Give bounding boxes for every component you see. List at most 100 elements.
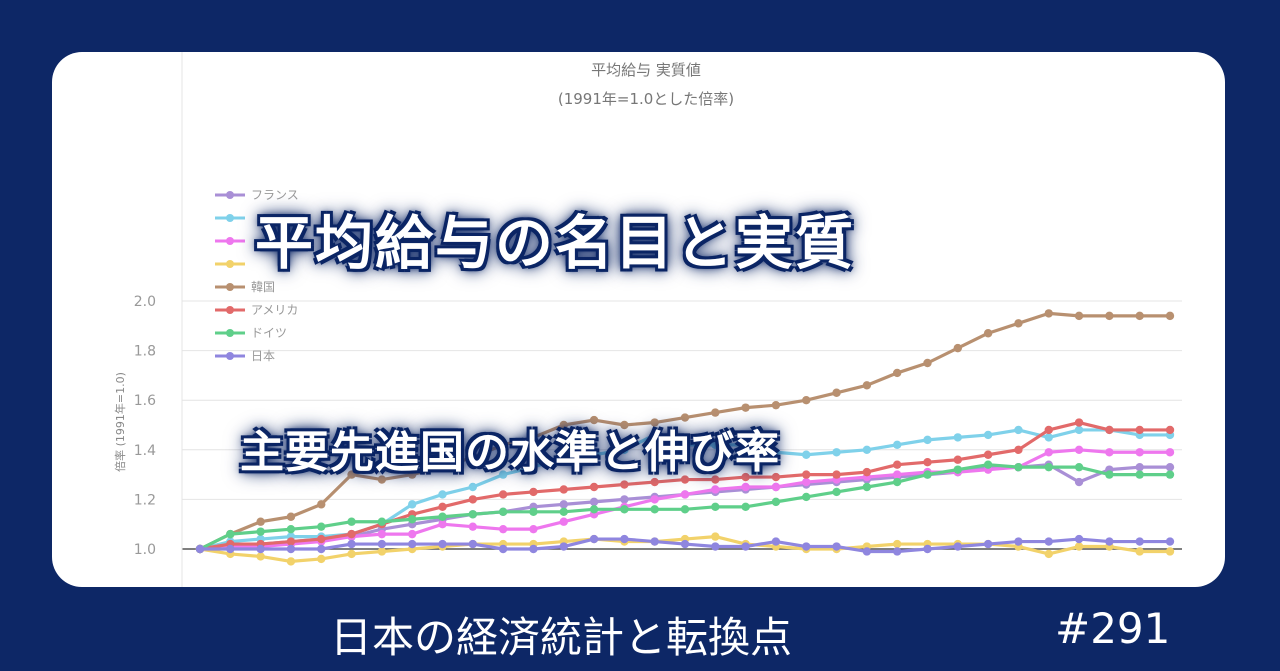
data-point [286,537,296,546]
data-point [711,532,720,541]
data-point [438,512,447,521]
data-point [802,470,811,479]
data-point [832,388,841,397]
data-point [559,507,568,516]
data-point [1135,547,1144,556]
data-point [802,396,811,405]
data-point [407,500,417,509]
y-tick-label: 1.8 [134,344,156,360]
data-point [983,539,993,549]
data-point [256,552,265,561]
data-point [953,343,963,353]
data-point [256,517,265,526]
data-point [1105,448,1114,457]
data-point [711,408,720,417]
data-point [1165,448,1175,457]
data-point [286,524,296,534]
data-point [923,544,932,554]
data-point [923,435,932,445]
data-point [529,462,538,472]
data-point [620,505,629,514]
data-point [226,529,235,539]
data-point [1044,462,1053,472]
data-point [983,460,993,469]
data-point [892,477,902,487]
y-tick-label: 1.6 [134,393,156,409]
data-point [559,542,568,551]
data-point [498,524,508,534]
data-point [771,537,781,546]
data-point [650,418,659,427]
data-point [711,440,720,450]
data-point [1135,448,1144,457]
data-point [589,505,599,514]
data-point [620,534,629,544]
data-point [711,485,720,494]
data-point [468,453,478,462]
data-point [1105,537,1114,546]
data-point [892,460,902,469]
data-point [771,497,781,507]
subheadline: 主要先進国の水準と伸び率 [240,427,780,478]
data-point [226,544,235,554]
data-point [317,500,326,509]
data-point [650,537,659,546]
data-point [347,517,356,526]
legend-marker [226,306,234,314]
data-point [286,557,296,566]
data-point [1014,537,1023,546]
data-point [317,534,326,544]
data-point [771,448,781,457]
data-point [498,490,508,499]
data-point [1135,462,1144,472]
data-point [741,472,750,482]
data-point [468,495,478,504]
legend-marker [226,237,234,245]
data-point [347,529,356,539]
data-point [1105,311,1114,321]
data-point [347,539,356,549]
data-point [680,475,690,484]
data-point [529,433,538,442]
data-point [377,517,387,526]
data-point [1044,425,1053,435]
data-point [1135,311,1144,321]
data-point [892,368,902,378]
headline: 平均給与の名目と実質 [255,209,856,277]
data-point [620,445,629,454]
legend-label: ドイツ [251,326,287,340]
data-point [1135,425,1144,435]
data-point [589,497,599,507]
data-point [438,502,447,512]
legend-label: 日本 [251,349,275,363]
y-tick-label: 1.2 [134,492,156,508]
legend-marker [226,283,234,291]
data-point [923,458,932,467]
data-point [1165,547,1175,556]
data-point [832,448,841,457]
data-point [317,544,326,554]
data-point [498,440,508,450]
data-point [892,539,902,549]
data-point [620,480,629,489]
data-point [862,445,872,454]
data-point [1074,534,1084,544]
data-point [407,529,417,539]
data-point [680,505,690,514]
data-point [1165,311,1175,321]
legend-marker [226,329,234,337]
data-point [468,482,478,492]
data-point [620,495,629,504]
data-point [923,358,932,368]
data-point [407,470,417,479]
data-point [407,539,417,549]
data-point [1165,470,1175,479]
data-point [741,440,750,450]
chart-title: 平均給与 実質値 [591,61,701,79]
data-point [529,487,538,497]
data-point [1044,537,1053,546]
data-point [1074,418,1084,427]
legend-marker [226,214,234,222]
data-point [1074,425,1084,435]
data-point [983,450,993,459]
